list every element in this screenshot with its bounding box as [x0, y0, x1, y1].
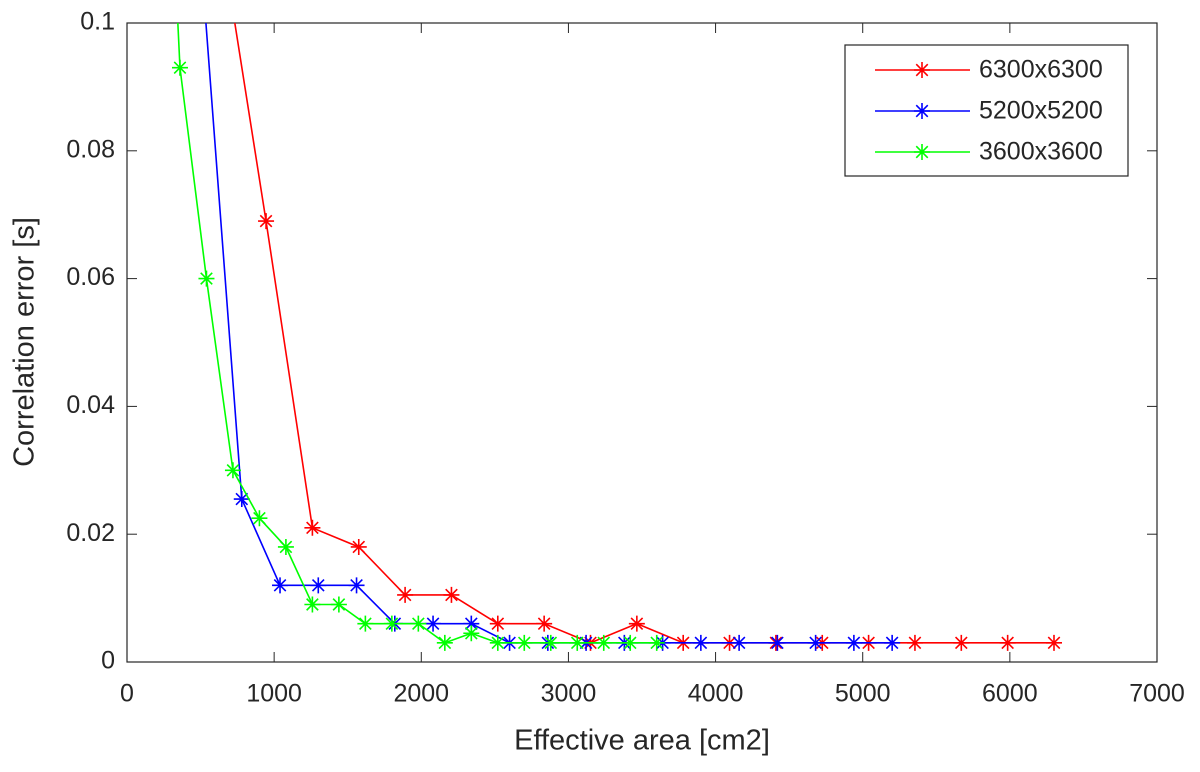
data-point	[622, 634, 639, 651]
data-point	[516, 634, 533, 651]
data-point	[1046, 634, 1062, 651]
data-point	[884, 634, 901, 651]
y-tick-label: 0.1	[80, 8, 115, 36]
data-point	[463, 615, 480, 632]
x-tick-label: 3000	[541, 680, 597, 708]
y-tick-label: 0.04	[66, 391, 115, 419]
data-point	[463, 625, 480, 642]
data-point	[436, 634, 453, 651]
legend-marker	[914, 62, 930, 78]
data-point	[251, 510, 268, 527]
y-axis-label: Correlation error [s]	[9, 217, 41, 467]
y-tick-label: 0	[101, 647, 115, 675]
data-point	[489, 634, 506, 651]
data-point	[277, 538, 294, 555]
legend-label: 5200x5200	[979, 97, 1103, 125]
x-tick-label: 7000	[1129, 680, 1185, 708]
plot-series	[171, 23, 1062, 651]
data-point	[224, 462, 241, 479]
data-point	[397, 586, 414, 603]
data-point	[953, 634, 970, 651]
data-point	[906, 634, 923, 651]
data-point	[769, 634, 786, 651]
data-point	[310, 577, 327, 594]
data-point	[410, 615, 427, 632]
data-point	[198, 270, 215, 287]
x-axis-label: Effective area [cm2]	[514, 725, 770, 757]
data-point	[595, 634, 612, 651]
y-tick-label: 0.02	[66, 519, 115, 547]
data-point	[628, 615, 645, 632]
data-point	[383, 615, 400, 632]
legend-marker	[914, 144, 930, 160]
x-tick-label: 1000	[246, 680, 302, 708]
x-tick-label: 5000	[835, 680, 891, 708]
data-point	[272, 577, 289, 594]
data-point	[569, 634, 586, 651]
data-point	[171, 59, 188, 76]
data-point	[845, 634, 862, 651]
data-point	[258, 213, 275, 230]
data-point	[542, 634, 559, 651]
y-tick-label: 0.06	[66, 263, 115, 291]
data-point	[425, 615, 442, 632]
legend-marker	[914, 103, 930, 119]
data-point	[350, 538, 367, 555]
data-point	[304, 596, 321, 613]
data-point	[304, 519, 321, 536]
x-tick-label: 2000	[393, 680, 449, 708]
data-point	[648, 634, 665, 651]
y-tick-label: 0.08	[66, 135, 115, 163]
data-point	[999, 634, 1016, 651]
legend-label: 3600x3600	[979, 138, 1103, 166]
data-point	[443, 586, 460, 603]
x-tick-label: 6000	[982, 680, 1038, 708]
legend-label: 6300x6300	[979, 56, 1103, 84]
data-point	[807, 634, 824, 651]
data-point	[233, 491, 250, 508]
data-point	[348, 577, 365, 594]
x-tick-label: 4000	[688, 680, 744, 708]
data-point	[536, 615, 553, 632]
data-point	[330, 596, 347, 613]
x-tick-label: 0	[120, 680, 134, 708]
data-point	[731, 634, 748, 651]
data-point	[489, 615, 506, 632]
data-point	[357, 615, 374, 632]
data-point	[692, 634, 709, 651]
